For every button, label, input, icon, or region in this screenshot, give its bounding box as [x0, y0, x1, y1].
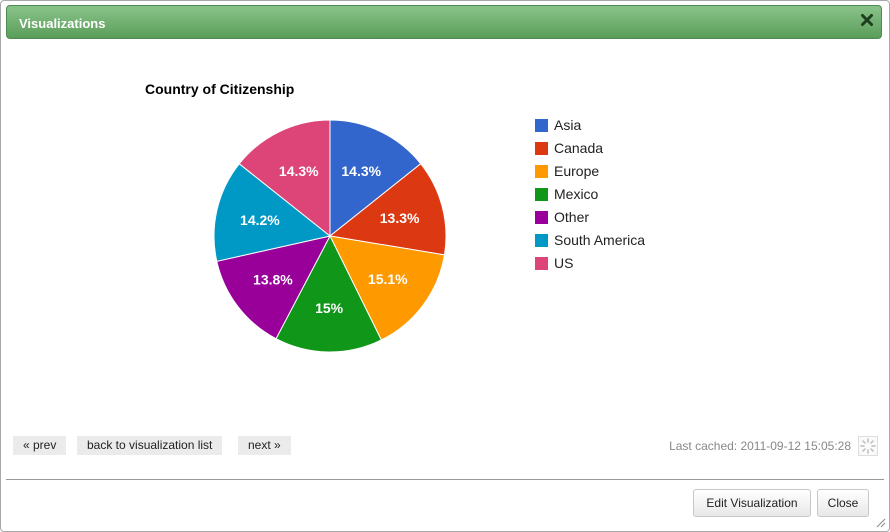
legend-label: Other	[554, 209, 590, 225]
legend-item-us[interactable]: US	[535, 255, 695, 271]
pie-slice-label: 15%	[315, 300, 344, 316]
legend-swatch	[535, 211, 548, 224]
edit-visualization-button[interactable]: Edit Visualization	[693, 489, 811, 517]
last-cached-text: Last cached: 2011-09-12 15:05:28	[669, 439, 851, 453]
legend-item-other[interactable]: Other	[535, 209, 695, 225]
footer-divider	[6, 479, 884, 480]
legend-label: US	[554, 255, 574, 271]
legend-swatch	[535, 257, 548, 270]
pie-slice-label: 15.1%	[368, 271, 408, 287]
next-button[interactable]: next »	[238, 436, 291, 455]
legend-label: South America	[554, 232, 646, 248]
legend-label: Europe	[554, 163, 600, 179]
pie-slice-label: 14.2%	[240, 212, 280, 228]
pie-slice-mexico[interactable]	[275, 234, 383, 353]
chart-title: Country of Citizenship	[145, 81, 295, 97]
prev-button[interactable]: « prev	[13, 436, 67, 455]
pie-chart: 14.3% 13.3% 15.1% 15% 13.8% 14.2% 14.3%	[213, 119, 447, 353]
pie-slice-canada[interactable]	[328, 163, 447, 256]
pie-slice-europe[interactable]	[329, 235, 446, 341]
dialog-titlebar[interactable]: Visualizations	[6, 5, 882, 39]
pie-slice-label: 13.8%	[253, 272, 293, 288]
dialog-title: Visualizations	[19, 16, 106, 31]
close-icon[interactable]	[859, 12, 875, 28]
pie-slice-other[interactable]	[216, 235, 331, 340]
pie-slice-label: 13.3%	[380, 210, 420, 226]
resize-handle-icon[interactable]	[874, 516, 886, 528]
legend-swatch	[535, 165, 548, 178]
pie-slice-label: 14.3%	[279, 163, 319, 179]
legend-item-europe[interactable]: Europe	[535, 163, 695, 179]
legend-item-canada[interactable]: Canada	[535, 140, 695, 156]
pie-slice-label: 14.3%	[341, 163, 381, 179]
loading-spinner-icon	[858, 436, 878, 456]
legend-label: Canada	[554, 140, 604, 156]
back-to-list-button[interactable]: back to visualization list	[77, 436, 223, 455]
legend-label: Asia	[554, 117, 582, 133]
legend-label: Mexico	[554, 186, 599, 202]
pie-slice-asia[interactable]	[329, 119, 422, 238]
legend-swatch	[535, 119, 548, 132]
pie-slice-us[interactable]	[238, 119, 331, 238]
legend-item-mexico[interactable]: Mexico	[535, 186, 695, 202]
legend-item-asia[interactable]: Asia	[535, 117, 695, 133]
pie-slice-south-america[interactable]	[213, 163, 332, 262]
legend-item-south-america[interactable]: South America	[535, 232, 695, 248]
legend-swatch	[535, 142, 548, 155]
legend-swatch	[535, 188, 548, 201]
legend-swatch	[535, 234, 548, 247]
close-button[interactable]: Close	[817, 489, 869, 517]
